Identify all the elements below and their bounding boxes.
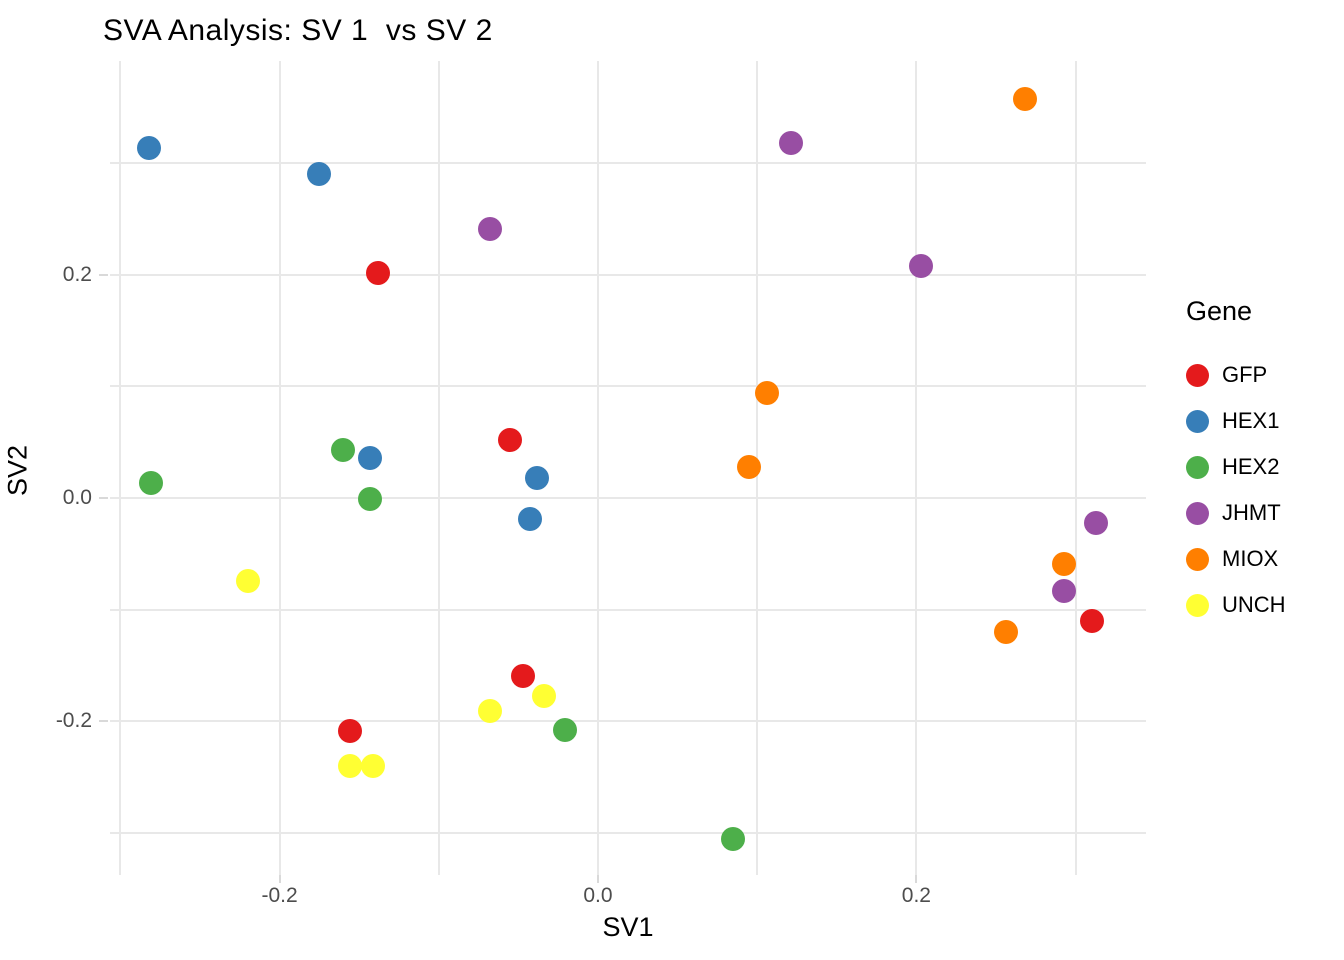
x-tick-label-0.0: 0.0 <box>583 884 613 907</box>
gridline-x--0.3 <box>119 61 122 875</box>
data-point-GFP <box>1079 608 1104 633</box>
gridline-x--0.2 <box>278 61 281 875</box>
data-point-HEX2 <box>138 471 163 496</box>
x-tick-label-0.2: 0.2 <box>901 884 931 907</box>
data-point-UNCH <box>361 753 386 778</box>
legend-dot-HEX2 <box>1186 455 1209 479</box>
legend-dot-HEX1 <box>1186 409 1209 433</box>
data-point-JHMT <box>1084 510 1109 535</box>
data-point-HEX1 <box>137 135 161 160</box>
data-point-HEX1 <box>517 507 542 532</box>
data-point-UNCH <box>235 568 260 593</box>
legend-label-HEX2: HEX2 <box>1222 454 1280 479</box>
legend: Gene GFP HEX1 HEX2 JHMT MIOX UNCH <box>1186 296 1286 617</box>
data-point-HEX1 <box>307 161 332 186</box>
plot-title: SVA Analysis: SV 1 vs SV 2 <box>103 14 493 47</box>
data-point-JHMT <box>909 254 934 279</box>
y-tick-mark-0.0 <box>99 496 108 499</box>
x-tick-label--0.2: -0.2 <box>261 884 298 907</box>
legend-label-HEX1: HEX1 <box>1222 408 1280 433</box>
gridline-y-0.3 <box>110 162 1146 165</box>
legend-label-JHMT: JHMT <box>1222 500 1281 525</box>
y-tick-mark--0.2 <box>99 720 108 722</box>
gridline-x-0.2 <box>915 61 918 875</box>
y-tick-label--0.2: -0.2 <box>55 709 92 732</box>
legend-item-JHMT: JHMT <box>1186 490 1286 536</box>
data-point-JHMT <box>1052 578 1077 603</box>
legend-dot-JHMT <box>1186 501 1209 525</box>
gridline-y-0 <box>110 496 1146 499</box>
data-point-MIOX <box>1052 551 1077 576</box>
gridline-y-0.1 <box>110 385 1146 388</box>
legend-item-GFP: GFP <box>1186 352 1286 398</box>
x-tick-mark--0.2 <box>278 875 281 883</box>
legend-title: Gene <box>1186 296 1253 326</box>
data-point-UNCH <box>531 684 556 709</box>
data-point-HEX2 <box>721 827 746 852</box>
data-point-GFP <box>511 664 536 689</box>
data-point-JHMT <box>778 131 803 156</box>
data-point-MIOX <box>1012 86 1037 111</box>
y-tick-label-0.2: 0.2 <box>62 262 92 286</box>
legend-item-HEX1: HEX1 <box>1186 398 1286 444</box>
data-point-MIOX <box>993 619 1018 644</box>
data-point-JHMT <box>477 217 502 242</box>
data-point-MIOX <box>737 454 762 479</box>
data-point-UNCH <box>477 698 502 723</box>
y-axis-title: SV2 <box>2 444 33 497</box>
legend-dot-GFP <box>1186 363 1209 387</box>
data-point-GFP <box>366 260 391 285</box>
y-tick-label-0.0: 0.0 <box>62 485 92 509</box>
data-point-MIOX <box>754 381 779 406</box>
legend-label-UNCH: UNCH <box>1222 592 1286 617</box>
legend-item-UNCH: UNCH <box>1186 582 1286 628</box>
x-tick-mark-0.0 <box>596 875 599 883</box>
data-point-HEX1 <box>358 445 383 470</box>
y-tick-mark-0.2 <box>99 273 108 276</box>
gridline-y--0.2 <box>110 720 1146 722</box>
data-point-UNCH <box>337 753 362 778</box>
legend-label-GFP: GFP <box>1222 362 1268 387</box>
gridline-y--0.3 <box>110 831 1146 834</box>
legend-dot-UNCH <box>1186 593 1209 617</box>
data-point-GFP <box>498 428 523 452</box>
gridline-y--0.1 <box>110 608 1146 611</box>
x-tick-mark-0.2 <box>915 875 918 883</box>
gridline-x-0 <box>596 61 599 875</box>
legend-item-HEX2: HEX2 <box>1186 444 1286 490</box>
legend-items: GFP HEX1 HEX2 JHMT MIOX UNCH <box>1186 352 1286 628</box>
data-point-HEX1 <box>525 465 550 490</box>
data-point-HEX2 <box>552 717 577 742</box>
legend-label-MIOX: MIOX <box>1222 546 1279 571</box>
legend-dot-MIOX <box>1186 547 1209 571</box>
data-point-HEX2 <box>331 438 356 463</box>
gridline-x--0.1 <box>437 61 440 875</box>
data-point-GFP <box>337 719 362 744</box>
plot-panel <box>110 61 1146 875</box>
gridline-y-0.2 <box>110 273 1146 276</box>
x-axis-title: SV1 <box>602 912 654 942</box>
gridline-x-0.3 <box>1074 61 1077 875</box>
legend-item-MIOX: MIOX <box>1186 536 1286 582</box>
data-point-HEX2 <box>358 487 383 512</box>
